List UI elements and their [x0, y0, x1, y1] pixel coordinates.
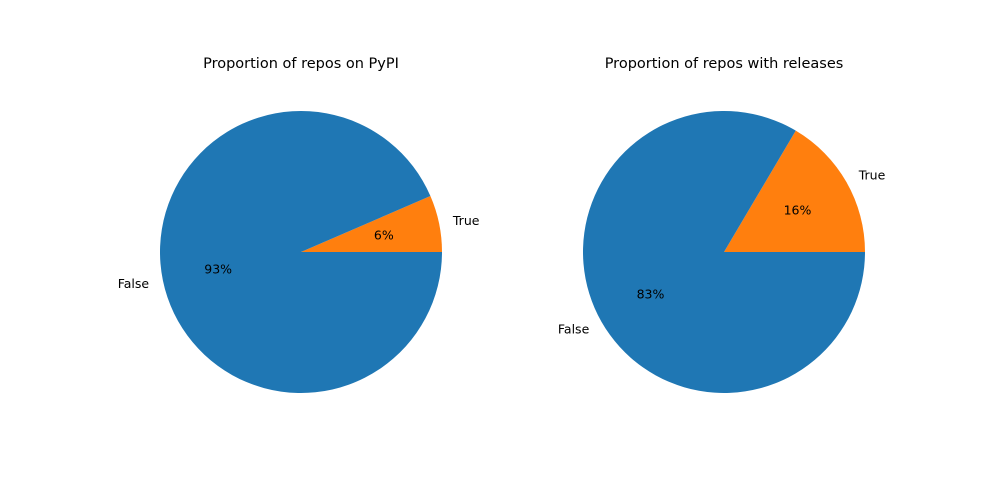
slice-label: True — [452, 213, 480, 228]
pie-chart-releases: Proportion of repos with releases True 16… — [558, 56, 886, 394]
percent-label: 16% — [784, 203, 812, 218]
pie-slice-false — [159, 110, 442, 393]
slice-label: True — [858, 168, 886, 183]
percent-label: 93% — [204, 262, 232, 277]
percent-label: 6% — [374, 227, 394, 242]
slice-label: False — [558, 321, 590, 336]
chart-title: Proportion of repos with releases — [605, 56, 844, 72]
pie-slice-false — [583, 111, 865, 394]
pie-chart-pypi: Proportion of repos on PyPI True 6% False 9… — [118, 56, 480, 393]
pie-slice-true — [301, 196, 442, 252]
percent-label: 83% — [637, 286, 665, 301]
pie-slice-true — [724, 130, 865, 252]
chart-title: Proportion of repos on PyPI — [203, 56, 399, 72]
slice-label: False — [118, 276, 150, 291]
